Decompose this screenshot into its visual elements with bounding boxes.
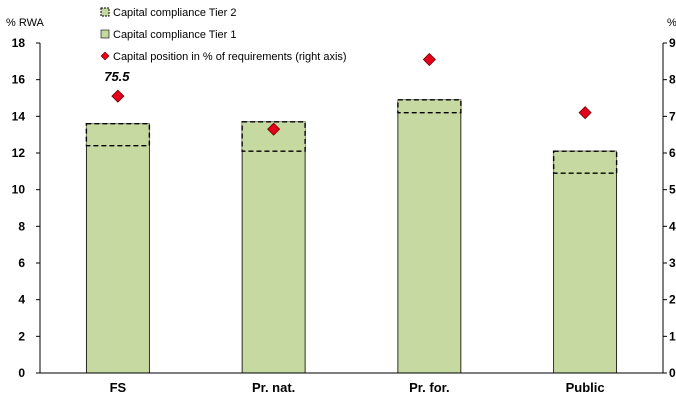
tier1-bar — [241, 121, 306, 374]
y-left-tick-label: 6 — [18, 256, 25, 270]
capital-position-marker — [422, 52, 436, 67]
y-left-tick-label: 2 — [18, 329, 25, 343]
y-right-tick-label: 3 — [669, 256, 676, 270]
y-left-tick-label: 0 — [18, 366, 25, 380]
y-left-tick-label: 14 — [12, 109, 26, 123]
capital-position-marker — [267, 122, 281, 136]
y-right-tick-label: 4 — [669, 219, 676, 233]
x-axis-labels: FS Pr. nat. Pr. for. Public — [110, 380, 605, 395]
y-right-axis-label: % — [667, 17, 676, 29]
y-right-tick-label: 8 — [669, 73, 676, 87]
legend-label: Capital compliance Tier 1 — [113, 29, 237, 41]
y-right-tick-label: 1 — [669, 329, 676, 343]
y-left-tick-label: 4 — [18, 293, 25, 307]
tier1-bar — [85, 123, 150, 374]
y-right-tick-label: 6 — [669, 146, 676, 160]
capital-position-marker — [111, 89, 125, 103]
x-tick-label: Public — [566, 380, 605, 395]
y-right-tick-label: 9 — [669, 36, 676, 50]
y-right-tick-label: 2 — [669, 293, 676, 307]
y-left-tick-label: 8 — [18, 219, 25, 233]
tier2-segment — [85, 122, 151, 147]
markers — [111, 52, 592, 136]
y-right-tick-label: 7 — [669, 109, 676, 123]
y-left-axis-label: % RWA — [6, 17, 45, 29]
tier2-segment — [552, 150, 618, 174]
annotations: 75.5 — [104, 69, 130, 84]
tier2-segment — [397, 99, 462, 114]
y-right-tick-label: 5 — [669, 183, 676, 197]
annotation-label: 75.5 — [104, 69, 130, 84]
y-left-tick-label: 18 — [12, 36, 26, 50]
x-tick-label: FS — [110, 380, 127, 395]
legend-swatch-marker — [100, 51, 110, 61]
y-left-tick-label: 16 — [12, 73, 26, 87]
bars — [85, 99, 618, 374]
y-left-tick-label: 10 — [12, 183, 26, 197]
y-left-ticks: 0 2 4 6 8 10 12 14 16 18 — [12, 36, 40, 380]
legend-label: Capital position in % of requirements (r… — [113, 51, 347, 63]
x-tick-label: Pr. nat. — [252, 380, 295, 395]
y-right-ticks: 0 1 2 3 4 5 6 7 8 9 — [663, 36, 676, 380]
tier1-bar — [553, 150, 618, 374]
capital-position-marker — [578, 106, 592, 120]
legend: Capital compliance Tier 2 Capital complia… — [100, 7, 347, 63]
legend-swatch-tier2 — [100, 7, 110, 17]
legend-label: Capital compliance Tier 2 — [113, 7, 237, 19]
y-right-tick-label: 0 — [669, 366, 676, 380]
legend-swatch-tier1 — [100, 29, 110, 39]
tier1-bar — [397, 99, 462, 374]
y-left-tick-label: 12 — [12, 146, 26, 160]
x-tick-label: Pr. for. — [409, 380, 449, 395]
